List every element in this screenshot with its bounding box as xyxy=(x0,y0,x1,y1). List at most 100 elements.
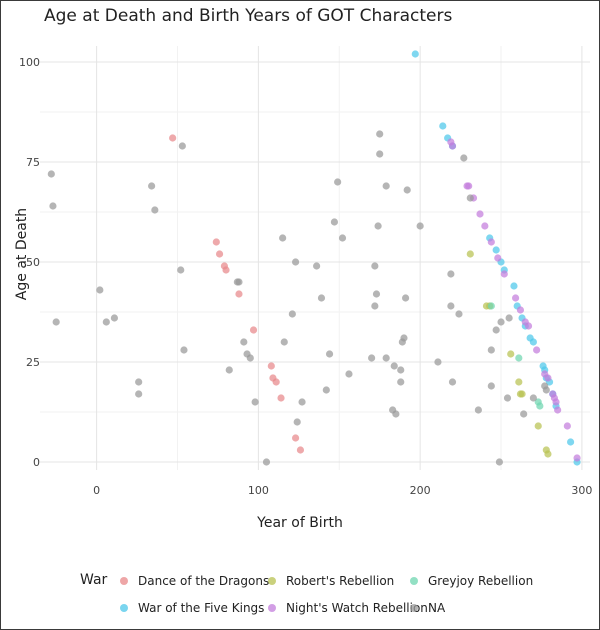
legend-item: War of the Five Kings xyxy=(120,601,264,615)
legend-label: Night's Watch Rebellion xyxy=(286,601,428,615)
data-point xyxy=(416,222,424,230)
series-0 xyxy=(169,134,305,454)
data-point xyxy=(492,326,500,334)
legend-swatch xyxy=(120,604,128,612)
series-1 xyxy=(466,250,552,458)
data-point xyxy=(397,366,405,374)
data-point xyxy=(291,258,300,266)
data-point xyxy=(376,150,384,158)
data-point xyxy=(371,262,379,270)
data-point xyxy=(544,374,552,382)
data-point xyxy=(345,370,353,378)
y-tick-label: 0 xyxy=(33,456,40,469)
data-point xyxy=(235,290,243,298)
data-point xyxy=(47,170,55,178)
data-point xyxy=(298,398,306,406)
data-point xyxy=(262,458,271,466)
data-point xyxy=(338,234,347,242)
data-point xyxy=(401,294,410,302)
data-point xyxy=(148,182,156,190)
data-point xyxy=(403,186,411,194)
data-point xyxy=(272,378,280,386)
data-point xyxy=(376,130,384,138)
data-point xyxy=(240,338,248,346)
data-point xyxy=(518,390,526,398)
data-point xyxy=(390,362,398,370)
data-point xyxy=(573,454,581,462)
data-point xyxy=(334,178,342,186)
data-point xyxy=(291,434,300,442)
data-point xyxy=(516,306,525,314)
x-axis-label: Year of Birth xyxy=(257,515,343,531)
data-point xyxy=(277,394,285,402)
legend-item: Night's Watch Rebellion xyxy=(268,601,428,615)
legend-item: Dance of the Dragons xyxy=(120,574,269,588)
data-point xyxy=(534,422,542,430)
data-point xyxy=(382,182,390,190)
series-2 xyxy=(487,302,544,410)
data-point xyxy=(177,266,185,274)
data-point xyxy=(544,450,552,458)
data-point xyxy=(455,310,463,318)
data-point xyxy=(536,402,544,410)
legend-swatch xyxy=(268,604,276,612)
data-point xyxy=(293,418,301,426)
data-point xyxy=(368,354,376,362)
data-point xyxy=(465,182,473,190)
data-point xyxy=(180,346,188,354)
legend-label: War of the Five Kings xyxy=(138,601,265,615)
data-point xyxy=(474,406,482,414)
data-point xyxy=(246,354,254,362)
data-points xyxy=(47,50,581,466)
data-point xyxy=(439,122,447,130)
data-point xyxy=(448,142,457,150)
data-point xyxy=(466,194,474,202)
tick-labels: 0 100 200 300 0 25 50 75 100 xyxy=(19,56,592,497)
legend-title: War xyxy=(80,572,108,588)
data-point xyxy=(235,278,243,286)
data-point xyxy=(552,398,560,406)
data-point xyxy=(322,386,330,394)
data-point xyxy=(330,218,339,226)
data-point xyxy=(533,346,541,354)
data-point xyxy=(447,302,455,310)
data-point xyxy=(487,302,495,310)
legend-label: Greyjoy Rebellion xyxy=(428,574,534,588)
data-point xyxy=(135,378,143,386)
data-point xyxy=(507,350,515,358)
y-tick-label: 25 xyxy=(26,356,40,369)
data-point xyxy=(382,354,390,362)
y-tick-label: 75 xyxy=(26,156,40,169)
data-point xyxy=(325,350,334,358)
data-point xyxy=(296,446,305,454)
data-point xyxy=(460,154,468,162)
data-point xyxy=(249,326,258,334)
data-point xyxy=(372,290,381,298)
data-point xyxy=(49,202,57,210)
legend-swatch xyxy=(120,577,128,585)
data-point xyxy=(52,318,60,326)
data-point xyxy=(397,378,405,386)
data-point xyxy=(110,314,119,322)
legend-label: Dance of the Dragons xyxy=(138,574,270,588)
data-point xyxy=(279,234,287,242)
data-point xyxy=(447,270,455,278)
data-point xyxy=(510,282,518,290)
y-tick-label: 100 xyxy=(19,56,40,69)
data-point xyxy=(280,338,288,346)
gridlines xyxy=(40,46,590,470)
data-point xyxy=(563,422,571,430)
data-point xyxy=(215,250,224,258)
data-point xyxy=(492,246,500,254)
data-point xyxy=(96,286,104,294)
data-point xyxy=(529,394,537,402)
data-point xyxy=(497,318,505,326)
legend-swatch xyxy=(268,577,276,585)
data-point xyxy=(529,338,537,346)
data-point xyxy=(411,50,419,58)
data-point xyxy=(476,210,484,218)
legend-item: Greyjoy Rebellion xyxy=(410,574,533,588)
data-point xyxy=(566,438,575,446)
legend: War Dance of the Dragons Robert's Rebelli… xyxy=(80,568,580,618)
y-tick-label: 50 xyxy=(26,256,40,269)
